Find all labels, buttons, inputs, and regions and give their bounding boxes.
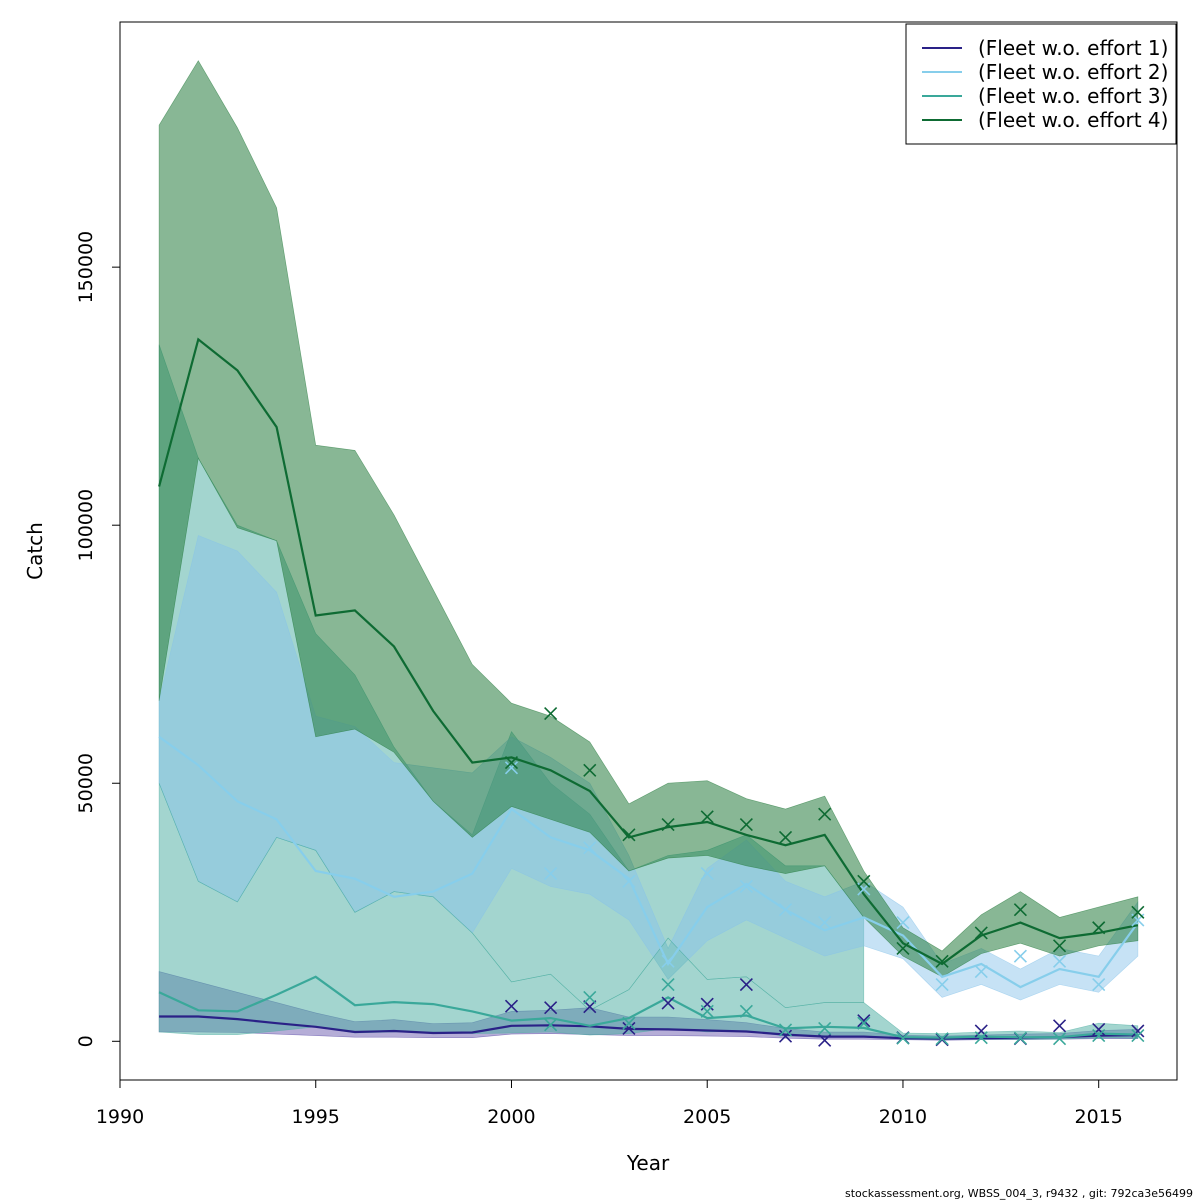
footer-credit: stockassessment.org, WBSS_004_3, r9432 ,… (845, 1187, 1193, 1200)
point-series-3-2008 (818, 1021, 832, 1035)
point-series-4-2007 (778, 830, 793, 844)
point-series-3-2005 (700, 1004, 714, 1018)
point-series-1-2009 (857, 1014, 871, 1028)
point-series-2-2012 (974, 965, 988, 979)
observed-points (504, 707, 1145, 1047)
point-series-2-2005 (700, 866, 714, 881)
point-series-4-2003 (622, 828, 636, 842)
x-tick-label-2005: 2005 (683, 1106, 731, 1128)
y-axis: 0 50000 100000 150000 (75, 231, 121, 1047)
fit-lines (158, 337, 1139, 1040)
point-series-1-2007 (778, 1029, 793, 1043)
point-series-4-2016 (1131, 905, 1145, 919)
point-series-1-2016 (1131, 1024, 1145, 1038)
point-series-3-2006 (739, 1004, 753, 1018)
legend-label-1: (Fleet w.o. effort 1) (978, 36, 1168, 60)
point-series-4-2001 (544, 707, 558, 721)
y-tick-label-150000: 150000 (75, 231, 97, 304)
point-series-4-2008 (818, 807, 832, 821)
band-series-4 (158, 60, 1139, 978)
point-series-1-2001 (544, 1001, 558, 1015)
point-series-4-2011 (935, 954, 949, 968)
point-series-3-2001 (544, 1018, 558, 1032)
point-series-3-2003 (622, 1016, 636, 1030)
point-series-2-2015 (1092, 977, 1106, 992)
x-tick-label-1990: 1990 (96, 1106, 144, 1128)
point-series-2-2010 (896, 916, 910, 930)
x-tick-label-2000: 2000 (487, 1106, 535, 1128)
point-series-3-2010 (896, 1031, 910, 1045)
point-series-2-2003 (622, 874, 636, 888)
point-series-3-2016 (1131, 1029, 1145, 1043)
legend: (Fleet w.o. effort 1)(Fleet w.o. effort … (905, 23, 1177, 145)
point-series-3-2013 (1013, 1031, 1027, 1045)
line-series-1 (159, 1015, 1138, 1040)
point-series-3-2014 (1052, 1032, 1067, 1046)
point-series-2-2004 (661, 954, 675, 968)
point-series-2-2000 (504, 761, 519, 775)
y-axis-title: Catch (23, 522, 47, 580)
x-axis: 1990 1995 2000 2005 2010 2015 (96, 1079, 1123, 1128)
point-series-4-2002 (583, 763, 597, 777)
point-series-3-2002 (583, 990, 597, 1004)
point-series-1-2000 (504, 999, 519, 1013)
point-series-2-2008 (818, 916, 832, 930)
x-axis-title: Year (626, 1151, 670, 1175)
point-series-3-2012 (974, 1031, 988, 1045)
x-tick-label-2010: 2010 (879, 1106, 927, 1128)
point-series-1-2015 (1092, 1022, 1106, 1036)
point-series-4-2004 (661, 817, 675, 832)
point-series-3-2011 (935, 1032, 949, 1046)
point-series-4-2010 (896, 941, 910, 955)
legend-label-4: (Fleet w.o. effort 4) (978, 108, 1168, 132)
y-tick-label-0: 0 (75, 1035, 97, 1047)
point-series-1-2008 (818, 1033, 832, 1047)
point-series-4-2012 (974, 926, 988, 940)
point-series-2-2013 (1013, 949, 1027, 963)
legend-label-3: (Fleet w.o. effort 3) (978, 84, 1168, 108)
confidence-bands (158, 60, 1139, 1041)
point-series-1-2004 (661, 996, 675, 1010)
point-series-1-2002 (583, 1000, 597, 1014)
point-series-4-2006 (739, 817, 753, 832)
line-series-4 (158, 337, 1139, 966)
y-tick-label-50000: 50000 (75, 753, 97, 813)
point-series-1-2014 (1052, 1019, 1067, 1033)
line-series-3 (158, 975, 1138, 1039)
point-series-2-2011 (935, 977, 949, 992)
point-series-2-2002 (583, 841, 597, 855)
point-series-4-2014 (1052, 939, 1067, 953)
point-series-4-2013 (1013, 903, 1027, 917)
point-series-2-2014 (1052, 954, 1067, 968)
point-series-3-2007 (778, 1023, 793, 1037)
legend-box (905, 23, 1177, 145)
point-series-4-2000 (504, 756, 519, 770)
point-series-3-2009 (857, 1016, 871, 1030)
point-series-2-2006 (739, 879, 753, 894)
line-series-2 (158, 735, 1139, 989)
x-tick-label-1995: 1995 (292, 1106, 340, 1128)
point-series-1-2006 (739, 977, 753, 992)
point-series-2-2001 (544, 866, 558, 881)
point-series-3-2004 (661, 977, 675, 992)
point-series-4-2009 (857, 874, 871, 888)
point-series-4-2005 (700, 810, 714, 824)
point-series-3-2015 (1092, 1029, 1106, 1043)
point-series-4-2015 (1092, 921, 1106, 935)
y-tick-label-100000: 100000 (75, 489, 97, 562)
point-series-1-2003 (622, 1021, 636, 1035)
x-tick-label-2015: 2015 (1075, 1106, 1123, 1128)
legend-label-2: (Fleet w.o. effort 2) (978, 60, 1168, 84)
point-series-2-2007 (778, 903, 793, 917)
point-series-1-2012 (974, 1024, 988, 1038)
